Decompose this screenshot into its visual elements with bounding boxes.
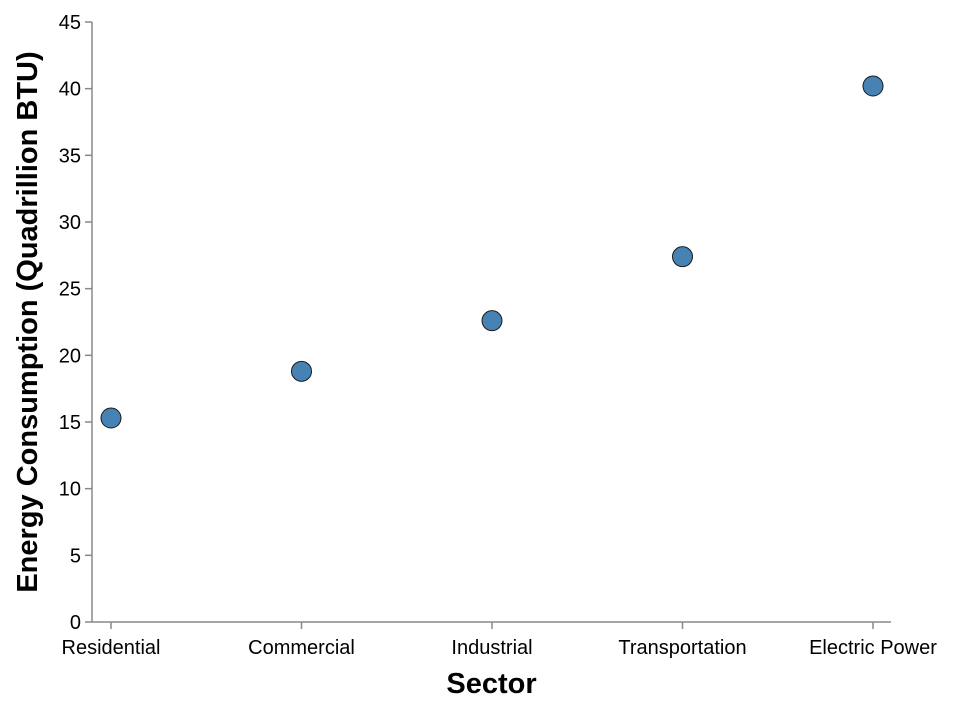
y-tick-label: 30 (59, 212, 81, 234)
y-tick-label: 15 (59, 412, 81, 434)
y-tick-label: 0 (70, 612, 81, 634)
y-tick-label: 35 (59, 145, 81, 167)
y-tick-label: 10 (59, 479, 81, 501)
data-point (862, 75, 884, 97)
y-axis-title: Energy Consumption (Quadrillion BTU) (12, 51, 44, 592)
y-tick-label: 20 (59, 345, 81, 367)
x-tick-label: Transportation (618, 637, 746, 659)
x-tick-label: Electric Power (809, 637, 937, 659)
y-tick-label: 45 (59, 12, 81, 34)
y-tick-label: 5 (70, 545, 81, 567)
data-point (672, 246, 693, 268)
x-tick-label: Residential (62, 637, 161, 659)
data-point (100, 407, 122, 429)
x-axis: Residential Commercial Industrial Transport… (62, 621, 937, 659)
y-tick-label: 25 (59, 279, 81, 301)
data-point (291, 360, 312, 382)
x-tick-label: Commercial (248, 637, 355, 659)
x-tick-label: Industrial (451, 637, 532, 659)
y-axis: 0 5 10 15 20 25 30 35 40 45 (59, 12, 93, 634)
y-tick-label: 40 (59, 79, 81, 101)
data-point (481, 310, 503, 332)
x-axis-title: Sector (446, 668, 536, 700)
data-points (100, 75, 884, 429)
